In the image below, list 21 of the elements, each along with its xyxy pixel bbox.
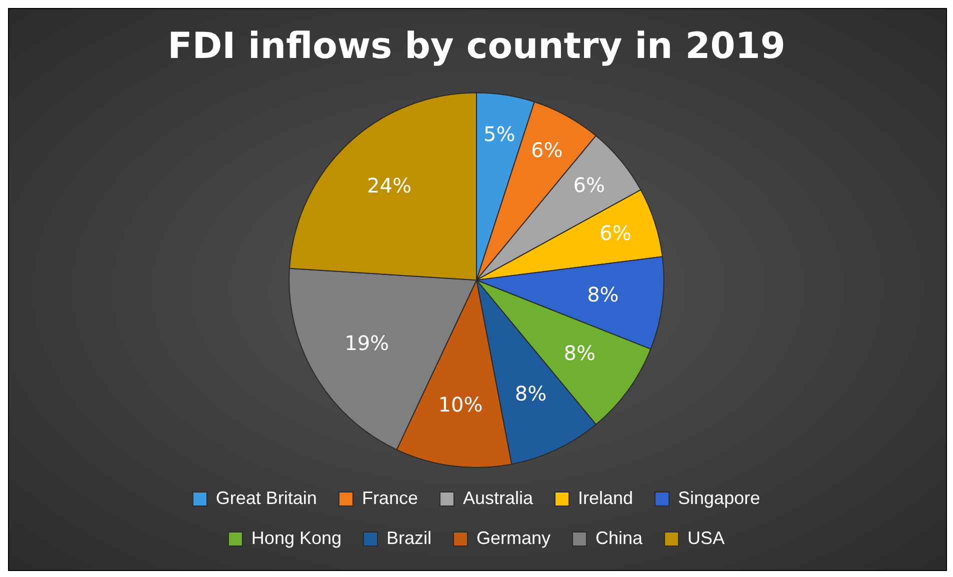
data-label: 8% — [564, 341, 596, 366]
legend-label: France — [362, 488, 418, 508]
data-label: 6% — [573, 173, 605, 198]
chart-title: FDI inflows by country in 2019 — [168, 26, 786, 67]
legend-label: USA — [688, 528, 725, 548]
data-label: 8% — [514, 382, 547, 406]
data-label: 6% — [600, 221, 632, 246]
legend-label: China — [596, 528, 644, 548]
data-label: 5% — [484, 122, 516, 146]
data-label: 19% — [344, 331, 390, 356]
legend-label: Singapore — [678, 488, 760, 508]
legend-label: Germany — [476, 528, 551, 548]
data-label: 6% — [531, 138, 563, 162]
data-label: 10% — [438, 392, 483, 417]
legend-label: Ireland — [578, 488, 634, 508]
legend-label: Great Britain — [216, 488, 317, 508]
data-label: 24% — [367, 173, 412, 198]
data-label: 8% — [587, 282, 619, 306]
legend-label: Brazil — [386, 528, 432, 548]
legend-label: Australia — [462, 488, 534, 508]
legend-label: Hong Kong — [251, 528, 342, 548]
